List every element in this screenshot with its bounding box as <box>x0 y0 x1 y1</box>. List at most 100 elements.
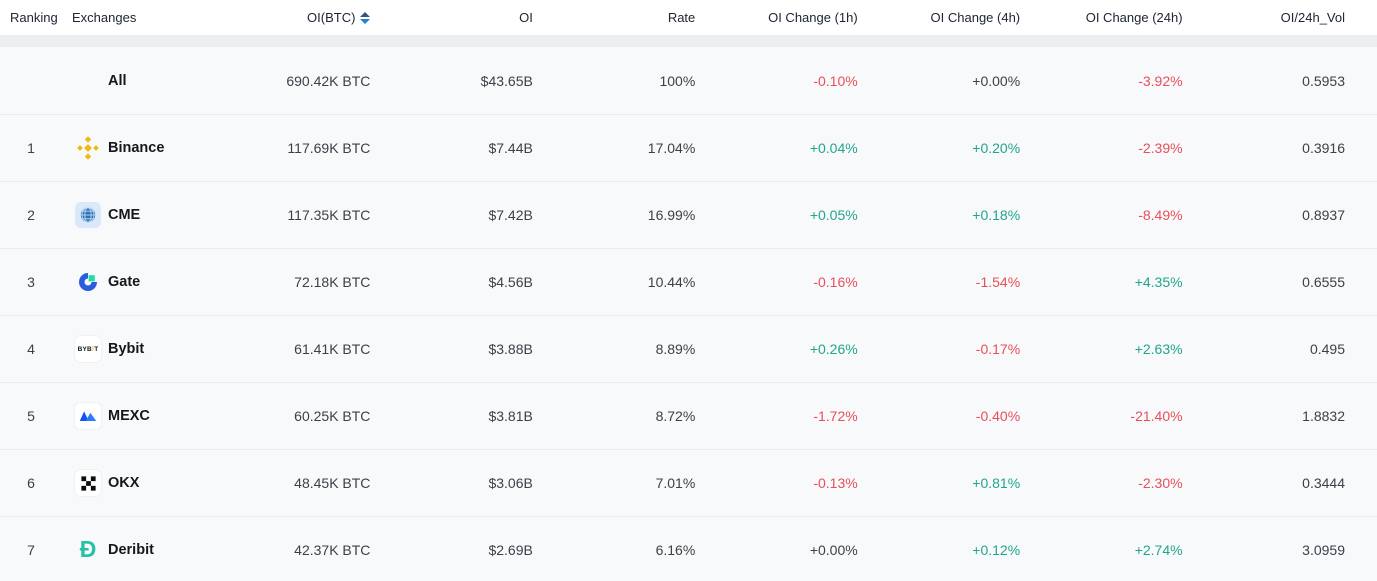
column-header-exchanges[interactable]: Exchanges <box>72 10 137 25</box>
oi-value: $7.44B <box>488 140 533 156</box>
column-header-oi[interactable]: OI <box>519 10 533 25</box>
oi-24h-vol-value: 0.6555 <box>1302 274 1345 290</box>
oi-change-1h-value: -0.13% <box>813 475 858 491</box>
oi-change-4h-value: +0.18% <box>972 207 1021 223</box>
oi-change-1h-value: -1.72% <box>813 408 858 424</box>
oi-value: $7.42B <box>488 207 533 223</box>
mexc-logo-icon <box>75 403 101 429</box>
oi-btc-value: 48.45K BTC <box>294 475 371 491</box>
oi-value: $3.06B <box>488 475 533 491</box>
oi-change-4h-value: +0.81% <box>972 475 1021 491</box>
oi-change-1h-value: +0.26% <box>809 341 858 357</box>
cme-logo-icon <box>75 202 101 228</box>
oi-btc-value: 72.18K BTC <box>294 274 371 290</box>
rate-value: 10.44% <box>647 274 696 290</box>
oi-24h-vol-value: 0.3444 <box>1302 475 1345 491</box>
bybit-logo-icon: BYB!T <box>75 336 101 362</box>
exchange-cell-okx[interactable]: OKX <box>62 470 208 496</box>
table-row-cme: 2 CME 117.35K BTC <box>0 182 1377 249</box>
rank-value: 4 <box>27 341 35 357</box>
oi-value: $43.65B <box>480 72 533 89</box>
exchange-name: Binance <box>108 140 165 156</box>
oi-24h-vol-value: 0.495 <box>1309 341 1345 357</box>
oi-change-24h-value: +2.74% <box>1134 542 1183 558</box>
exchange-cell-cme[interactable]: CME <box>62 202 208 228</box>
exchange-cell-mexc[interactable]: MEXC <box>62 403 208 429</box>
oi-btc-value: 690.42K BTC <box>286 72 371 89</box>
deribit-logo-icon: Ð <box>79 535 97 562</box>
exchange-cell-gate[interactable]: Gate <box>62 269 208 295</box>
oi-btc-value: 117.35K BTC <box>287 207 371 223</box>
oi-24h-vol-value: 3.0959 <box>1302 542 1345 558</box>
oi-value: $3.88B <box>488 341 533 357</box>
oi-change-24h-value: -8.49% <box>1138 207 1183 223</box>
oi-24h-vol-value: 1.8832 <box>1302 408 1345 424</box>
oi-change-24h-value: +2.63% <box>1134 341 1183 357</box>
oi-change-24h-value: -3.92% <box>1138 72 1183 89</box>
table-row-okx: 6 OKX 48.45K BTC $3.06B <box>0 450 1377 517</box>
column-header-oi-btc[interactable]: OI(BTC) <box>208 10 371 25</box>
oi-change-24h-value: -2.30% <box>1138 475 1183 491</box>
rate-value: 8.72% <box>655 408 696 424</box>
rank-value: 1 <box>27 140 35 156</box>
oi-change-1h-value: -0.10% <box>813 72 858 89</box>
column-header-oi-change-24h[interactable]: OI Change (24h) <box>1085 10 1183 25</box>
oi-change-1h-value: +0.00% <box>809 542 858 558</box>
oi-change-24h-value: +4.35% <box>1134 274 1183 290</box>
rank-value: 7 <box>27 542 35 558</box>
exchange-name: Bybit <box>108 341 145 357</box>
oi-change-4h-value: +0.00% <box>972 72 1021 89</box>
oi-24h-vol-value: 0.5953 <box>1302 72 1345 89</box>
column-header-rate[interactable]: Rate <box>667 10 696 25</box>
oi-change-4h-value: -1.54% <box>975 274 1021 290</box>
okx-logo-icon <box>75 470 101 496</box>
rate-value: 17.04% <box>647 140 696 156</box>
exchange-cell-all[interactable]: All <box>62 68 208 94</box>
binance-logo-icon <box>75 135 101 161</box>
exchange-name: All <box>108 72 127 89</box>
oi-change-4h-value: -0.17% <box>975 341 1021 357</box>
exchange-cell-deribit[interactable]: Ð Deribit <box>62 537 208 563</box>
oi-change-1h-value: +0.05% <box>809 207 858 223</box>
rank-value: 2 <box>27 207 35 223</box>
table-body: All 690.42K BTC $43.65B 100% -0.10% +0.0… <box>0 47 1377 581</box>
sort-icon[interactable] <box>360 11 371 24</box>
table-header-row: Ranking Exchanges OI(BTC) OI Rate OI Cha… <box>0 0 1377 35</box>
table-row-deribit: 7 Ð Deribit 42.37K BTC $2.69B 6.16% +0.0… <box>0 517 1377 581</box>
exchange-name: CME <box>108 207 141 223</box>
rank-value: 5 <box>27 408 35 424</box>
oi-btc-value: 61.41K BTC <box>294 341 371 357</box>
table-row-mexc: 5 MEXC 60.25K BTC $3.81B 8.72% -1.72% -0… <box>0 383 1377 450</box>
oi-change-4h-value: +0.12% <box>972 542 1021 558</box>
oi-change-4h-value: +0.20% <box>972 140 1021 156</box>
oi-change-24h-value: -21.40% <box>1130 408 1183 424</box>
exchange-name: MEXC <box>108 408 150 424</box>
exchange-cell-binance[interactable]: Binance <box>62 135 208 161</box>
oi-btc-value: 117.69K BTC <box>287 140 371 156</box>
column-header-oi-change-1h[interactable]: OI Change (1h) <box>768 10 858 25</box>
rate-value: 100% <box>659 72 696 89</box>
oi-value: $2.69B <box>488 542 533 558</box>
rank-value: 6 <box>27 475 35 491</box>
oi-btc-value: 42.37K BTC <box>294 542 371 558</box>
column-header-oi-btc-label: OI(BTC) <box>307 10 356 25</box>
rate-value: 6.16% <box>655 542 696 558</box>
oi-change-1h-value: +0.04% <box>809 140 858 156</box>
rank-value: 3 <box>27 274 35 290</box>
oi-value: $4.56B <box>488 274 533 290</box>
header-divider-band <box>0 35 1377 47</box>
rate-value: 16.99% <box>647 207 696 223</box>
column-header-ranking[interactable]: Ranking <box>10 10 58 25</box>
oi-change-24h-value: -2.39% <box>1138 140 1183 156</box>
oi-24h-vol-value: 0.3916 <box>1302 140 1345 156</box>
oi-24h-vol-value: 0.8937 <box>1302 207 1345 223</box>
column-header-oi-change-4h[interactable]: OI Change (4h) <box>930 10 1021 25</box>
table-row-gate: 3 Gate 72.18K BTC $4.56B 10.44% -0.16% -… <box>0 249 1377 316</box>
column-header-oi-24h-vol[interactable]: OI/24h_Vol <box>1280 10 1345 25</box>
gate-logo-icon <box>75 269 101 295</box>
exchange-name: Gate <box>108 274 141 290</box>
rate-value: 8.89% <box>655 341 696 357</box>
exchange-cell-bybit[interactable]: BYB!T Bybit <box>62 336 208 362</box>
exchange-name: Deribit <box>108 542 154 558</box>
